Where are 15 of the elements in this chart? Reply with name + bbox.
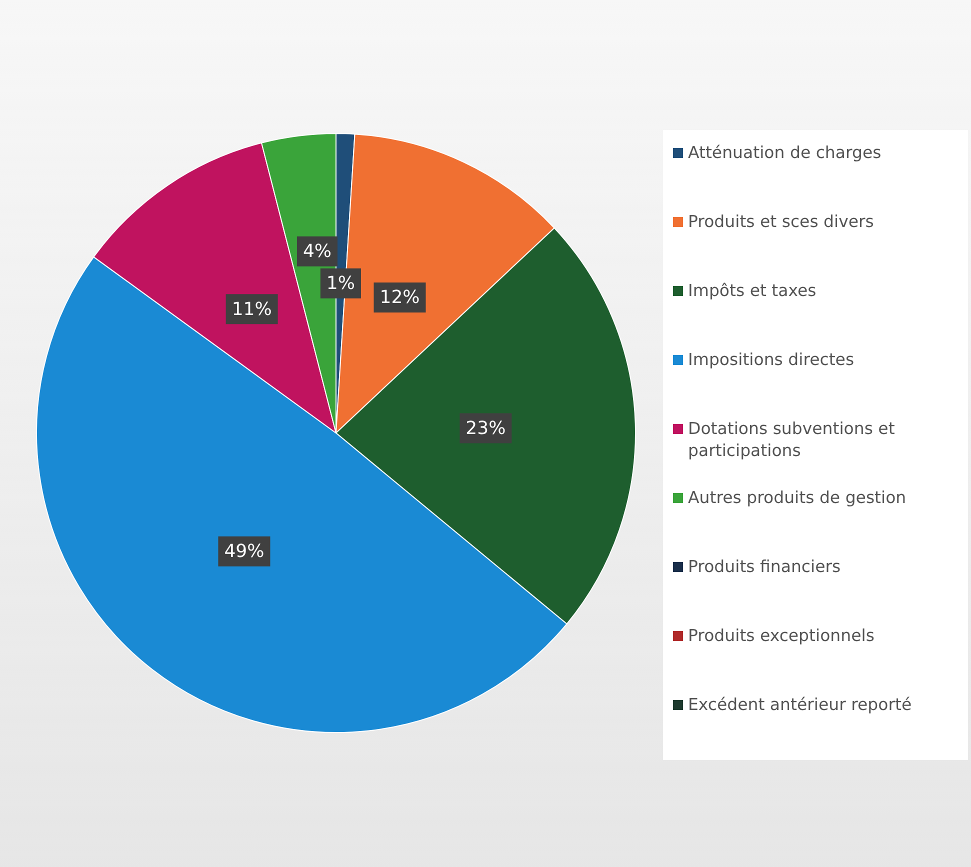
data-label: 1% [326,272,355,294]
data-label: 23% [466,418,506,439]
legend-label: Atténuation de charges [688,142,882,164]
data-label: 11% [232,298,272,320]
legend-label: Produits et sces divers [688,211,874,233]
legend-label: Impôts et taxes [688,280,816,302]
legend-label: Excédent antérieur reporté [688,694,912,716]
legend-label: Impositions directes [688,349,854,371]
legend-label: Dotations subventions et participations [688,418,896,462]
legend-label: Produits exceptionnels [688,625,874,647]
data-label: 4% [302,240,332,262]
legend-label: Produits financiers [688,556,841,578]
data-label: 49% [224,541,264,562]
data-label: 12% [380,287,420,308]
legend-label: Autres produits de gestion [688,487,906,509]
